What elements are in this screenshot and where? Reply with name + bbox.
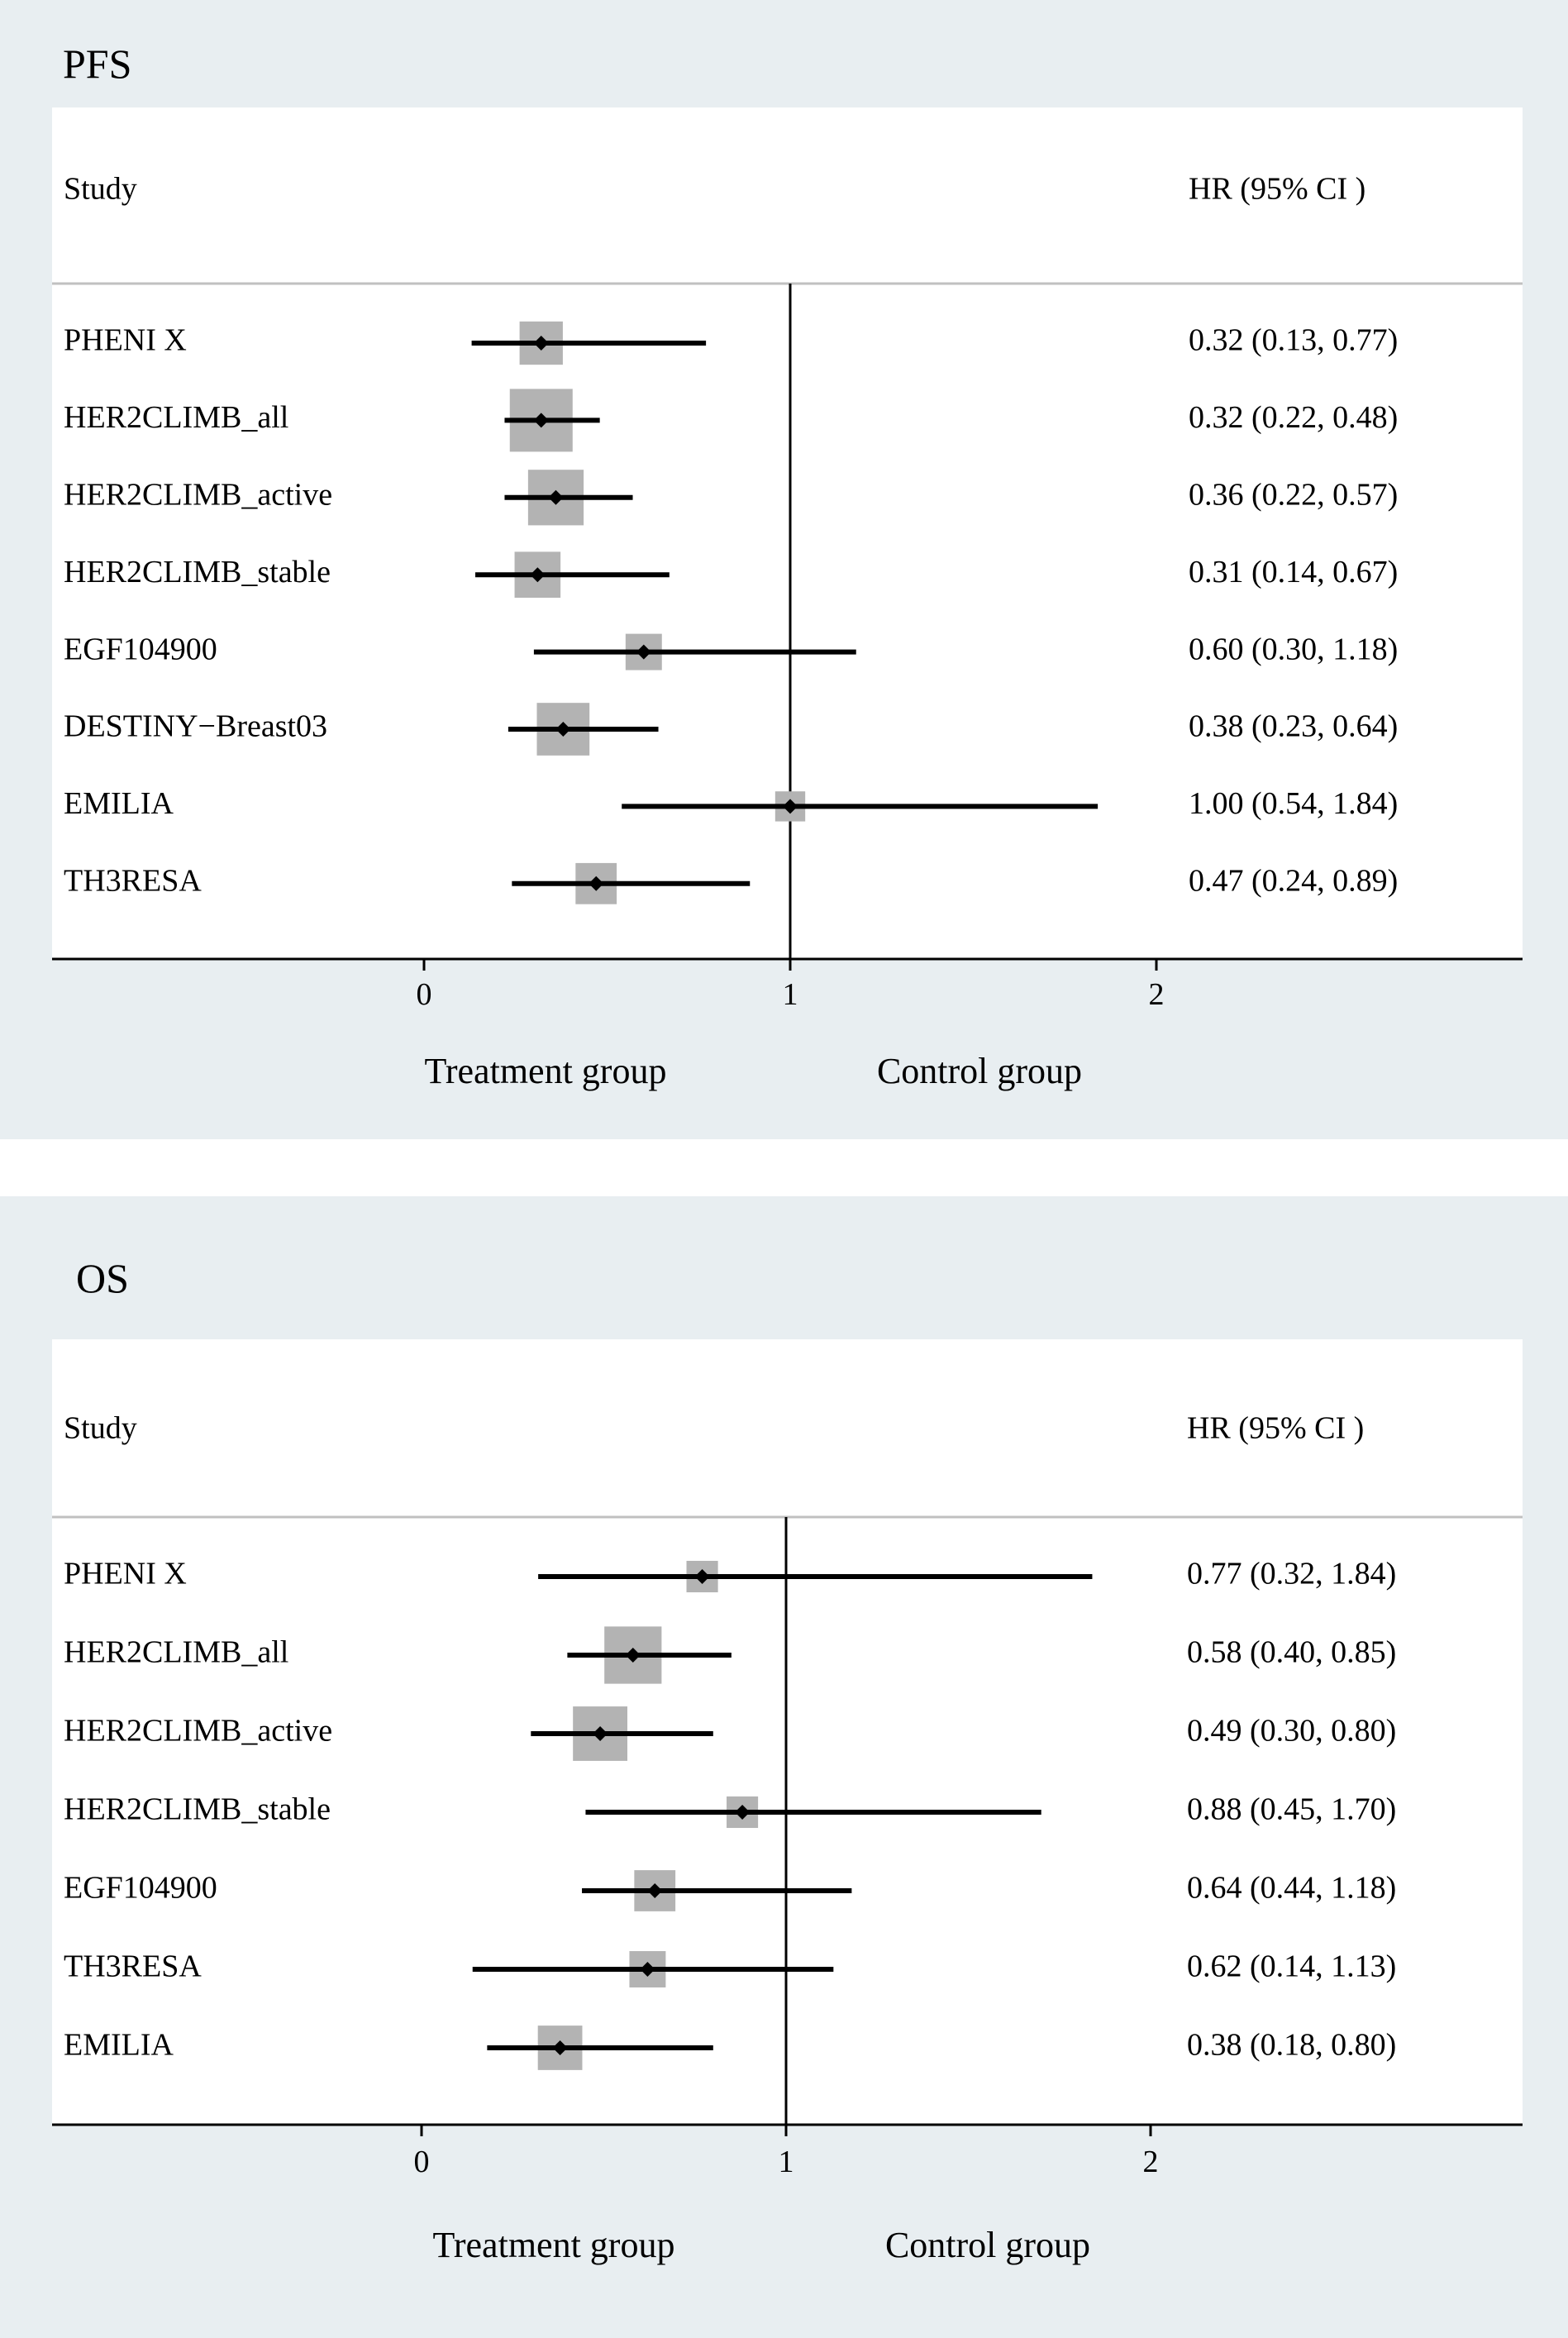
pfs-x-tick-label: 2 [1149, 977, 1165, 1012]
pfs-study-label: HER2CLIMB_stable [64, 555, 331, 589]
pfs-x-tick-label: 1 [783, 977, 798, 1012]
os-x-tick-label: 1 [779, 2145, 794, 2179]
os-point-estimate [647, 1883, 663, 1898]
pfs-hr-label: 0.38 (0.23, 0.64) [1189, 709, 1398, 744]
pfs-hr-label: 1.00 (0.54, 1.84) [1189, 786, 1398, 821]
pfs-hr-label: 0.32 (0.22, 0.48) [1189, 400, 1398, 435]
os-footer-control: Control group [885, 2225, 1090, 2265]
os-study-label: HER2CLIMB_stable [64, 1792, 331, 1827]
os-header-hr: HR (95% CI ) [1187, 1411, 1364, 1446]
os-footer-treatment: Treatment group [433, 2225, 675, 2265]
os-header-study: Study [64, 1411, 137, 1446]
os-study-label: PHENI X [64, 1557, 187, 1591]
pfs-hr-label: 0.47 (0.24, 0.89) [1189, 864, 1398, 899]
pfs-study-label: TH3RESA [64, 864, 202, 899]
pfs-footer-treatment: Treatment group [425, 1051, 667, 1091]
os-study-label: HER2CLIMB_active [64, 1714, 332, 1749]
pfs-hr-label: 0.31 (0.14, 0.67) [1189, 555, 1398, 589]
pfs-point-estimate [530, 567, 546, 583]
os-x-tick-label: 2 [1143, 2145, 1159, 2179]
pfs-panel: PFS Study HR (95% CI ) PHENI X 0.32 (0.13, … [0, 0, 1568, 1139]
pfs-study-label: DESTINY−Breast03 [64, 709, 327, 744]
os-title: OS [76, 1255, 129, 1301]
pfs-hr-label: 0.32 (0.13, 0.77) [1189, 323, 1398, 358]
os-study-label: EGF104900 [64, 1871, 217, 1906]
os-point-estimate [640, 1962, 655, 1977]
pfs-x-tick-label: 0 [417, 977, 432, 1012]
pfs-point-estimate [548, 489, 564, 505]
pfs-header-hr: HR (95% CI ) [1189, 172, 1365, 207]
os-study-label: EMILIA [64, 2028, 174, 2063]
os-point-estimate [694, 1569, 710, 1584]
pfs-point-estimate [555, 722, 571, 737]
os-study-label: HER2CLIMB_all [64, 1635, 288, 1670]
os-hr-label: 0.38 (0.18, 0.80) [1187, 2028, 1396, 2063]
pfs-study-label: EGF104900 [64, 632, 217, 666]
os-point-estimate [593, 1726, 608, 1741]
pfs-study-label: PHENI X [64, 323, 187, 358]
pfs-hr-label: 0.36 (0.22, 0.57) [1189, 478, 1398, 513]
os-hr-label: 0.64 (0.44, 1.18) [1187, 1871, 1396, 1906]
os-point-estimate [625, 1648, 641, 1663]
pfs-study-label: EMILIA [64, 786, 174, 821]
pfs-point-estimate [533, 336, 549, 351]
os-panel: OS Study HR (95% CI ) PHENI X 0.77 (0.32, 1… [0, 1196, 1568, 2338]
os-hr-label: 0.58 (0.40, 0.85) [1187, 1635, 1396, 1670]
os-study-label: TH3RESA [64, 1949, 202, 1984]
os-hr-label: 0.49 (0.30, 0.80) [1187, 1714, 1396, 1749]
pfs-point-estimate [533, 413, 549, 428]
pfs-study-label: HER2CLIMB_all [64, 400, 288, 435]
os-point-estimate [552, 2040, 568, 2055]
os-hr-label: 0.88 (0.45, 1.70) [1187, 1792, 1396, 1827]
os-x-tick-label: 0 [414, 2145, 430, 2179]
pfs-point-estimate [636, 644, 651, 660]
os-hr-label: 0.62 (0.14, 1.13) [1187, 1949, 1396, 1984]
pfs-footer-control: Control group [877, 1051, 1082, 1091]
os-point-estimate [735, 1805, 751, 1820]
os-hr-label: 0.77 (0.32, 1.84) [1187, 1557, 1396, 1591]
pfs-plot-area [52, 107, 1523, 959]
pfs-point-estimate [783, 799, 798, 814]
pfs-title: PFS [63, 41, 132, 87]
os-forest-plot: Study HR (95% CI ) PHENI X 0.77 (0.32, 1.84… [52, 1339, 1523, 2265]
pfs-hr-label: 0.60 (0.30, 1.18) [1189, 632, 1398, 666]
pfs-forest-plot: Study HR (95% CI ) PHENI X 0.32 (0.13, 0.77… [52, 107, 1523, 1091]
pfs-header-study: Study [64, 172, 137, 207]
pfs-point-estimate [589, 876, 604, 891]
pfs-study-label: HER2CLIMB_active [64, 478, 332, 513]
